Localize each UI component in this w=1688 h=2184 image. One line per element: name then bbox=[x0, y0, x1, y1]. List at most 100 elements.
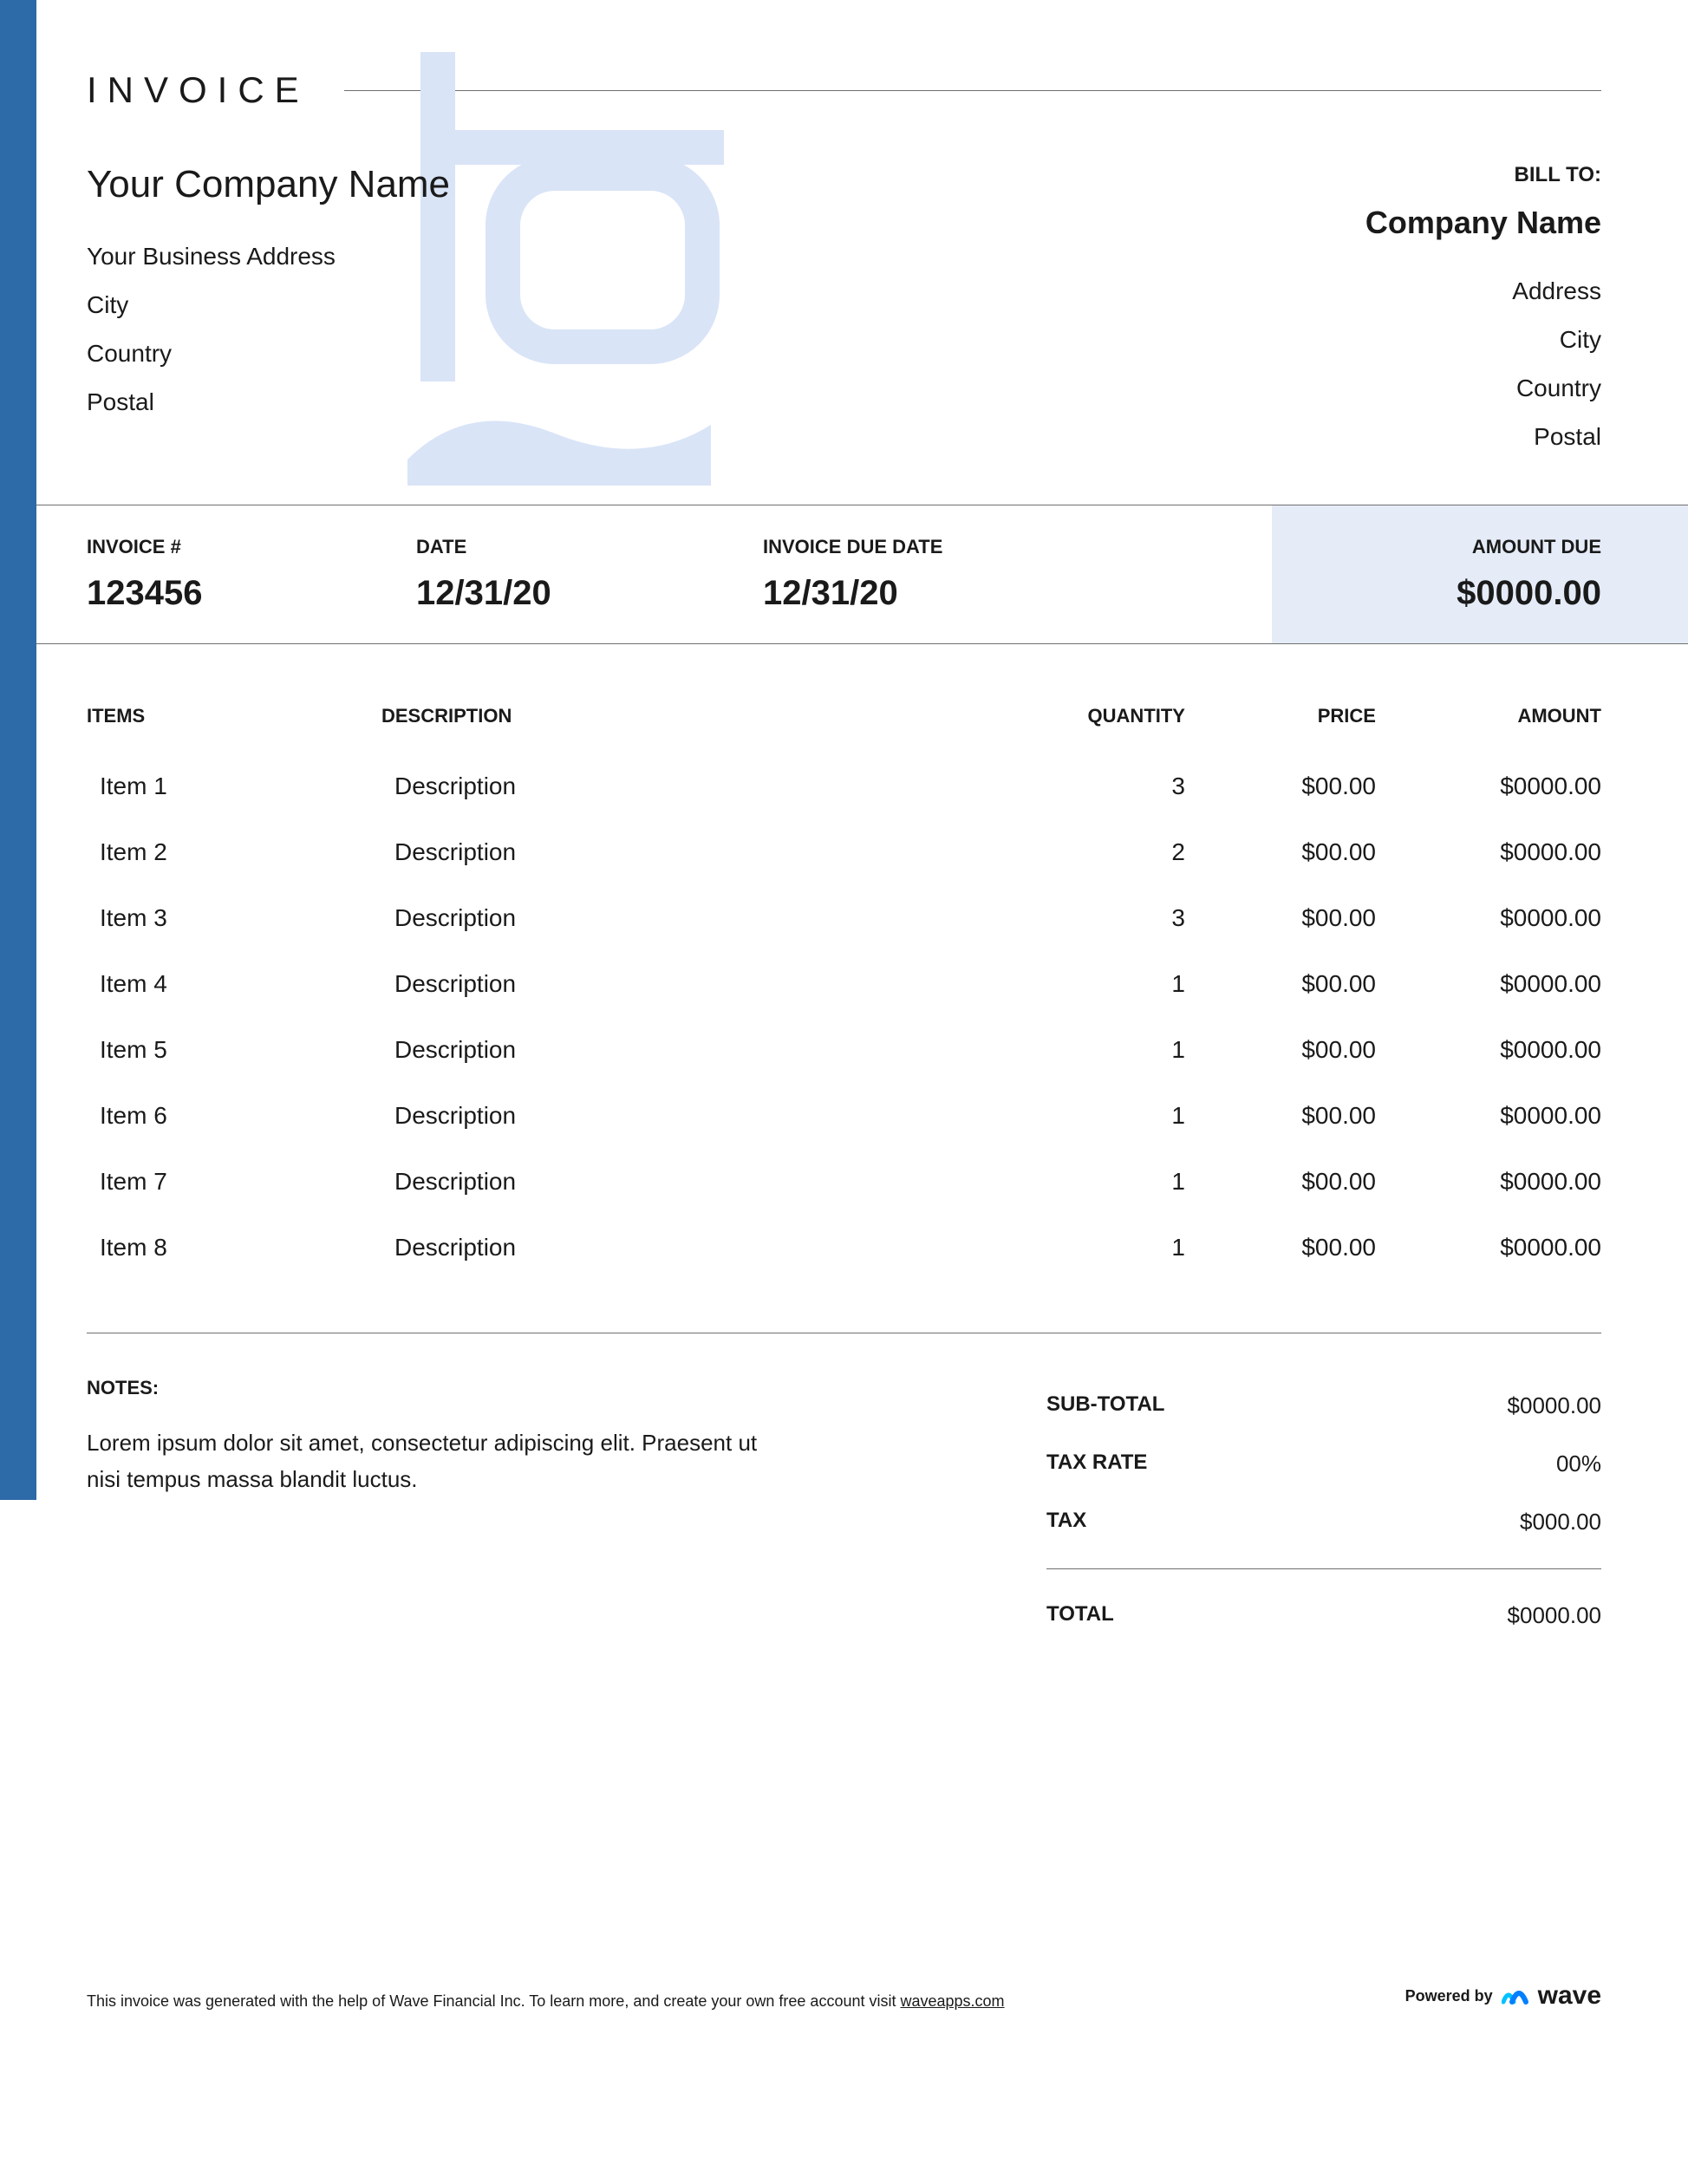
notes-block: NOTES: Lorem ipsum dolor sit amet, conse… bbox=[87, 1377, 960, 1645]
item-qty: 1 bbox=[1012, 1168, 1185, 1196]
accent-sidebar bbox=[0, 0, 36, 1500]
item-description: Description bbox=[381, 1036, 1012, 1064]
col-desc-header: DESCRIPTION bbox=[381, 705, 1012, 727]
bill-to-label: BILL TO: bbox=[1365, 163, 1601, 187]
total-value: $0000.00 bbox=[1508, 1602, 1601, 1629]
footer: This invoice was generated with the help… bbox=[87, 1981, 1601, 2011]
tax-value: $000.00 bbox=[1520, 1509, 1601, 1535]
item-qty: 1 bbox=[1012, 1036, 1185, 1064]
meta-invoice-num: INVOICE # 123456 bbox=[87, 505, 416, 643]
to-address: Address bbox=[1365, 267, 1601, 316]
item-amount: $0000.00 bbox=[1376, 838, 1601, 866]
items-section: ITEMS DESCRIPTION QUANTITY PRICE AMOUNT … bbox=[87, 705, 1601, 1281]
col-amount-header: AMOUNT bbox=[1376, 705, 1601, 727]
item-amount: $0000.00 bbox=[1376, 1234, 1601, 1262]
to-postal: Postal bbox=[1365, 413, 1601, 461]
meta-due-date: INVOICE DUE DATE 12/31/20 bbox=[763, 505, 1272, 643]
subtotal-label: SUB-TOTAL bbox=[1046, 1392, 1164, 1419]
item-qty: 2 bbox=[1012, 838, 1185, 866]
invoice-title: INVOICE bbox=[87, 69, 310, 111]
item-name: Item 8 bbox=[87, 1234, 381, 1262]
total-divider bbox=[1046, 1568, 1601, 1569]
item-price: $00.00 bbox=[1185, 904, 1376, 932]
meta-date: DATE 12/31/20 bbox=[416, 505, 763, 643]
item-qty: 1 bbox=[1012, 1234, 1185, 1262]
wave-brand-text: wave bbox=[1538, 1981, 1601, 2011]
total-label: TOTAL bbox=[1046, 1602, 1114, 1629]
item-row: Item 3Description3$00.00$0000.00 bbox=[87, 885, 1601, 951]
col-items-header: ITEMS bbox=[87, 705, 381, 727]
item-row: Item 5Description1$00.00$0000.00 bbox=[87, 1017, 1601, 1083]
total-row: TOTAL $0000.00 bbox=[1046, 1587, 1601, 1645]
from-postal: Postal bbox=[87, 378, 1365, 427]
item-amount: $0000.00 bbox=[1376, 1036, 1601, 1064]
item-description: Description bbox=[381, 970, 1012, 998]
from-address: Your Business Address bbox=[87, 232, 1365, 281]
date-value: 12/31/20 bbox=[416, 574, 763, 613]
item-amount: $0000.00 bbox=[1376, 904, 1601, 932]
item-name: Item 7 bbox=[87, 1168, 381, 1196]
item-name: Item 4 bbox=[87, 970, 381, 998]
from-company: Your Company Name bbox=[87, 163, 1365, 206]
item-amount: $0000.00 bbox=[1376, 1102, 1601, 1130]
amount-due-value: $0000.00 bbox=[1272, 574, 1601, 613]
header-row: INVOICE bbox=[87, 69, 1601, 111]
invoice-num-label: INVOICE # bbox=[87, 536, 416, 558]
footer-prefix: This invoice was generated with the help… bbox=[87, 1992, 900, 2010]
item-price: $00.00 bbox=[1185, 1168, 1376, 1196]
invoice-num-value: 123456 bbox=[87, 574, 416, 613]
item-amount: $0000.00 bbox=[1376, 773, 1601, 800]
notes-label: NOTES: bbox=[87, 1377, 960, 1399]
item-description: Description bbox=[381, 838, 1012, 866]
item-price: $00.00 bbox=[1185, 838, 1376, 866]
from-country: Country bbox=[87, 329, 1365, 378]
due-value: 12/31/20 bbox=[763, 574, 1272, 613]
item-row: Item 4Description1$00.00$0000.00 bbox=[87, 951, 1601, 1017]
item-price: $00.00 bbox=[1185, 773, 1376, 800]
item-amount: $0000.00 bbox=[1376, 970, 1601, 998]
powered-by-label: Powered by bbox=[1405, 1987, 1493, 2005]
subtotal-value: $0000.00 bbox=[1508, 1392, 1601, 1419]
item-row: Item 7Description1$00.00$0000.00 bbox=[87, 1149, 1601, 1215]
col-qty-header: QUANTITY bbox=[1012, 705, 1185, 727]
item-row: Item 1Description3$00.00$0000.00 bbox=[87, 753, 1601, 819]
items-header-row: ITEMS DESCRIPTION QUANTITY PRICE AMOUNT bbox=[87, 705, 1601, 753]
notes-text: Lorem ipsum dolor sit amet, consectetur … bbox=[87, 1425, 763, 1497]
to-city: City bbox=[1365, 316, 1601, 364]
taxrate-value: 00% bbox=[1556, 1451, 1601, 1477]
item-qty: 3 bbox=[1012, 773, 1185, 800]
item-description: Description bbox=[381, 1234, 1012, 1262]
powered-by: Powered by wave bbox=[1405, 1981, 1601, 2011]
to-country: Country bbox=[1365, 364, 1601, 413]
tax-row: TAX $000.00 bbox=[1046, 1493, 1601, 1551]
amount-due-label: AMOUNT DUE bbox=[1272, 536, 1601, 558]
item-name: Item 6 bbox=[87, 1102, 381, 1130]
wave-logo: wave bbox=[1502, 1981, 1601, 2011]
wave-icon bbox=[1502, 1983, 1533, 2009]
taxrate-label: TAX RATE bbox=[1046, 1451, 1147, 1477]
item-name: Item 3 bbox=[87, 904, 381, 932]
totals-block: SUB-TOTAL $0000.00 TAX RATE 00% TAX $000… bbox=[1046, 1377, 1601, 1645]
item-price: $00.00 bbox=[1185, 1234, 1376, 1262]
meta-bar: INVOICE # 123456 DATE 12/31/20 INVOICE D… bbox=[0, 505, 1688, 644]
item-amount: $0000.00 bbox=[1376, 1168, 1601, 1196]
item-name: Item 1 bbox=[87, 773, 381, 800]
item-row: Item 8Description1$00.00$0000.00 bbox=[87, 1215, 1601, 1281]
date-label: DATE bbox=[416, 536, 763, 558]
item-name: Item 5 bbox=[87, 1036, 381, 1064]
item-description: Description bbox=[381, 773, 1012, 800]
to-company: Company Name bbox=[1365, 205, 1601, 241]
item-qty: 1 bbox=[1012, 970, 1185, 998]
item-description: Description bbox=[381, 1102, 1012, 1130]
item-price: $00.00 bbox=[1185, 1102, 1376, 1130]
due-label: INVOICE DUE DATE bbox=[763, 536, 1272, 558]
item-description: Description bbox=[381, 904, 1012, 932]
footer-link[interactable]: waveapps.com bbox=[900, 1992, 1004, 2010]
item-row: Item 6Description1$00.00$0000.00 bbox=[87, 1083, 1601, 1149]
from-address-block: Your Company Name Your Business Address … bbox=[87, 163, 1365, 461]
item-description: Description bbox=[381, 1168, 1012, 1196]
subtotal-row: SUB-TOTAL $0000.00 bbox=[1046, 1377, 1601, 1435]
from-city: City bbox=[87, 281, 1365, 329]
bill-to-block: BILL TO: Company Name Address City Count… bbox=[1365, 163, 1601, 461]
item-qty: 1 bbox=[1012, 1102, 1185, 1130]
